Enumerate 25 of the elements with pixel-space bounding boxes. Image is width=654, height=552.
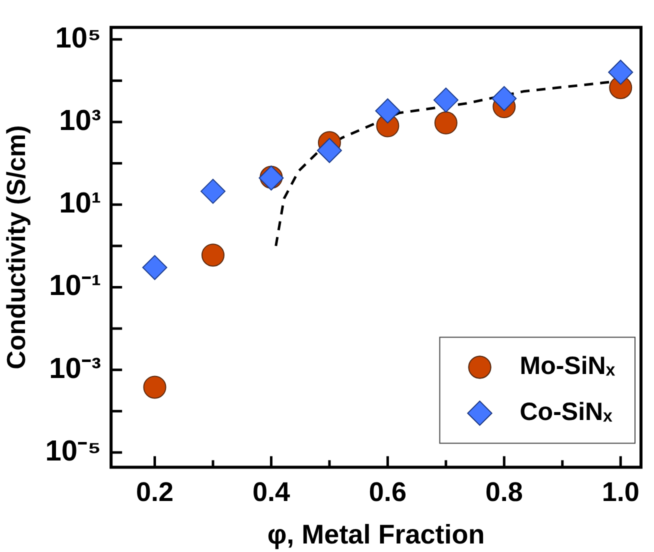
point [608,60,634,85]
point [142,255,168,280]
point [143,376,166,399]
point [200,178,226,204]
y-tick-label: 10⁵ [55,22,102,54]
x-axis-title: φ, Metal Fraction [267,519,485,550]
point [201,244,224,267]
point [316,138,342,164]
y-tick-label: 10¹ [59,188,102,220]
y-tick-label: 10⁻⁵ [45,435,102,468]
x-tick-label: 0.8 [485,476,523,507]
point [434,111,458,134]
point [492,86,517,112]
x-tick-label: 1.0 [602,476,640,507]
y-tick-label: 10⁻³ [49,352,102,385]
legend-label: Co-SiNₓ [520,398,614,426]
point [375,98,400,124]
x-tick-label: 0.4 [252,476,290,507]
x-tick-label: 0.6 [368,476,406,507]
x-tick-label: 0.2 [136,476,174,507]
point [433,88,458,113]
legend-label: Mo-SiNₓ [520,352,616,380]
y-tick-label: 10⁻¹ [49,270,102,302]
y-tick-label: 10³ [59,105,102,137]
y-axis-title: Conductivity (S/cm) [0,125,31,370]
